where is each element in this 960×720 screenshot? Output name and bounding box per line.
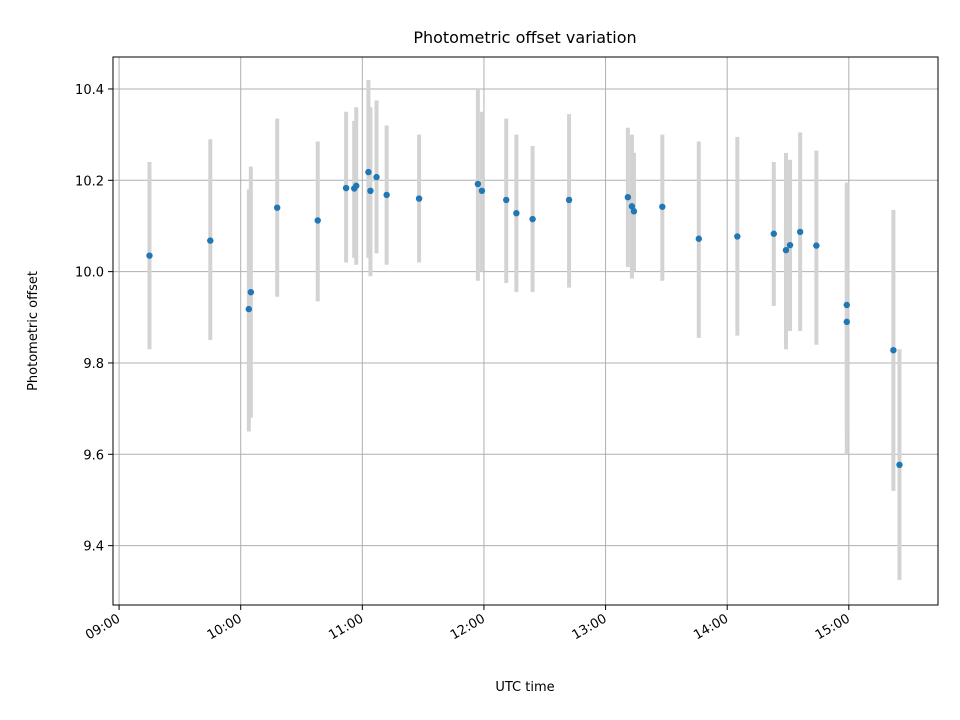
data-point bbox=[503, 196, 510, 204]
chart-title: Photometric offset variation bbox=[413, 28, 636, 47]
data-point bbox=[367, 187, 374, 195]
data-point bbox=[513, 209, 520, 217]
x-tick-label: 13:00 bbox=[570, 611, 610, 643]
data-point bbox=[628, 203, 636, 210]
x-tick-label: 09:00 bbox=[83, 611, 123, 643]
x-axis-label: UTC time bbox=[495, 680, 554, 695]
data-point bbox=[474, 180, 482, 188]
data-point bbox=[659, 203, 666, 210]
y-tick-label: 10.4 bbox=[75, 83, 104, 98]
error-bars bbox=[147, 79, 902, 580]
data-point bbox=[478, 187, 486, 195]
data-point bbox=[734, 233, 741, 240]
data-point bbox=[373, 173, 380, 181]
y-axis-label: Photometric offset bbox=[26, 271, 41, 391]
y-tick-label: 9.6 bbox=[83, 448, 104, 463]
data-point bbox=[342, 184, 350, 192]
data-point bbox=[314, 217, 321, 224]
data-point bbox=[782, 246, 790, 254]
data-point bbox=[843, 301, 850, 309]
plot-frame bbox=[112, 56, 939, 606]
data-point bbox=[565, 196, 573, 204]
data-point bbox=[245, 305, 253, 313]
data-point bbox=[630, 208, 638, 215]
x-axis-ticks: 09:00 10:00 11:00 12:00 13:00 14:00 15:00 bbox=[83, 605, 853, 643]
y-tick-label: 9.4 bbox=[83, 540, 104, 555]
data-point bbox=[273, 204, 281, 211]
data-point bbox=[813, 242, 820, 249]
data-points bbox=[146, 168, 903, 469]
data-point bbox=[383, 191, 390, 199]
grid bbox=[113, 57, 938, 605]
data-point bbox=[207, 237, 214, 244]
data-point bbox=[770, 230, 778, 237]
data-point bbox=[796, 228, 804, 236]
data-point bbox=[146, 252, 153, 259]
y-axis-ticks: 9.4 9.6 9.8 10.0 10.2 10.4 bbox=[75, 83, 113, 555]
data-point bbox=[353, 182, 360, 189]
y-tick-label: 10.2 bbox=[75, 174, 104, 189]
data-point bbox=[896, 461, 903, 469]
x-tick-label: 11:00 bbox=[326, 611, 366, 643]
data-point bbox=[365, 168, 372, 176]
data-point bbox=[786, 241, 794, 249]
data-point bbox=[890, 346, 897, 354]
data-point bbox=[695, 235, 703, 242]
data-point bbox=[624, 193, 632, 201]
data-point bbox=[529, 215, 536, 223]
x-tick-label: 14:00 bbox=[691, 611, 731, 643]
data-point bbox=[415, 195, 423, 202]
y-tick-label: 10.0 bbox=[75, 266, 104, 281]
x-tick-label: 15:00 bbox=[813, 611, 853, 643]
data-point bbox=[247, 288, 255, 296]
x-tick-label: 12:00 bbox=[448, 611, 488, 643]
y-tick-label: 9.8 bbox=[83, 357, 104, 372]
data-point bbox=[843, 318, 850, 326]
x-tick-label: 10:00 bbox=[205, 611, 245, 643]
